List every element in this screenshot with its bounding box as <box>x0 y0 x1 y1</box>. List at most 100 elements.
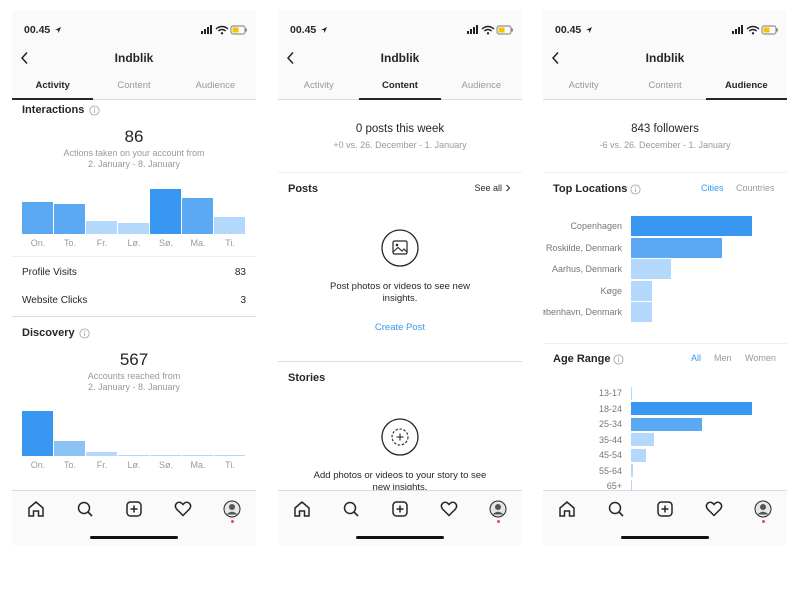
nav-home[interactable] <box>557 499 577 519</box>
bar-label: Ma. <box>190 238 206 248</box>
status-time: 00.45 <box>24 24 51 36</box>
nav-home[interactable] <box>292 499 312 519</box>
comparison: +0 vs. 26. December - 1. January <box>333 140 467 150</box>
tab[interactable]: Activity <box>35 80 70 91</box>
bar <box>214 216 245 234</box>
bar-label-clip: Køge <box>543 283 622 299</box>
bar-label-clip: 65+ <box>543 478 622 494</box>
caption: 2. January - 8. January <box>87 382 181 392</box>
bar-label: 55-64 <box>598 465 622 476</box>
back-button[interactable] <box>20 51 30 65</box>
section-heading: Discovery <box>22 327 75 339</box>
active-tab-indicator <box>12 98 94 100</box>
info-icon <box>630 184 641 195</box>
bar-label: Ti. <box>225 238 235 248</box>
bar <box>631 237 722 258</box>
bar <box>631 479 633 493</box>
back-button[interactable] <box>286 51 296 65</box>
bar-label: Køge <box>600 285 622 296</box>
bar <box>86 452 117 456</box>
total-value: 567 <box>119 350 149 369</box>
info-icon <box>89 105 100 116</box>
divider <box>543 172 787 173</box>
nav-profile[interactable] <box>488 499 508 519</box>
screen-title: Indblik <box>380 51 420 65</box>
bar <box>150 455 181 456</box>
nav-search[interactable] <box>606 499 626 519</box>
bar <box>182 197 213 234</box>
filter-option[interactable]: Women <box>745 353 776 363</box>
bar <box>631 302 652 322</box>
location-arrow <box>320 26 328 34</box>
divider <box>278 172 522 173</box>
nav-create[interactable] <box>390 499 410 519</box>
tab[interactable]: Audience <box>195 80 236 91</box>
nav-activity[interactable] <box>439 499 459 519</box>
bar <box>118 455 149 456</box>
info-icon <box>79 328 90 339</box>
section-heading: Posts <box>288 183 318 195</box>
tab[interactable]: Content <box>648 80 682 91</box>
divider <box>12 316 256 317</box>
see-all-link[interactable]: See all <box>474 183 502 193</box>
filter-option[interactable]: Men <box>714 353 732 363</box>
phone-screen: 00.45 Indblik Activity Content Audience 0 pos… <box>278 0 522 545</box>
notification-dot <box>230 520 234 523</box>
bar <box>22 411 53 456</box>
back-button[interactable] <box>551 51 561 65</box>
notification-dot <box>496 520 500 523</box>
status-time: 00.45 <box>555 24 582 36</box>
tab[interactable]: Content <box>117 80 151 91</box>
nav-home[interactable] <box>26 499 46 519</box>
stat-label: Profile Visits <box>22 267 77 278</box>
bar-label-clip: 55-64 <box>543 463 622 479</box>
header <box>12 10 256 99</box>
nav-create[interactable] <box>124 499 144 519</box>
bar-label: 13-17 <box>598 388 622 398</box>
bar-label: On. <box>30 238 46 248</box>
bar-label: Ti. <box>225 460 235 470</box>
filter-option[interactable]: All <box>691 353 702 363</box>
bar <box>631 259 671 279</box>
tab[interactable]: Audience <box>724 80 768 91</box>
nav-activity[interactable] <box>704 499 724 519</box>
bar-label: Lø. <box>127 238 141 248</box>
home-indicator <box>356 536 444 539</box>
bar-label: 45-54 <box>598 450 622 460</box>
tab[interactable]: Audience <box>461 80 502 91</box>
active-tab-indicator <box>359 98 441 100</box>
bar <box>54 204 85 234</box>
bar <box>631 464 634 477</box>
bar-label-clip: Copenhagen <box>543 218 622 234</box>
nav-profile[interactable] <box>753 499 773 519</box>
stat-value: 3 <box>240 295 246 306</box>
bar <box>214 455 245 456</box>
create-post-button[interactable]: Create Post <box>374 322 426 333</box>
nav-profile[interactable] <box>222 499 242 519</box>
empty-message: Post photos or videos to see new insight… <box>330 281 470 304</box>
home-indicator <box>90 536 178 539</box>
bar-label-clip: København, Denmark <box>543 304 622 320</box>
bar-label: Aarhus, Denmark <box>551 264 622 274</box>
info-icon <box>613 354 624 365</box>
divider <box>278 99 522 100</box>
status-time: 00.45 <box>290 24 317 36</box>
tab[interactable]: Activity <box>303 80 334 91</box>
bar <box>631 417 703 431</box>
tab[interactable]: Content <box>382 80 418 91</box>
bar-label: On. <box>30 460 46 470</box>
location-arrow <box>585 26 593 34</box>
phone-screen: 00.45 Indblik Activity Content Audience Inter… <box>12 0 256 545</box>
filter-option[interactable]: Countries <box>736 183 775 193</box>
filter-option[interactable]: Cities <box>701 183 724 193</box>
nav-search[interactable] <box>341 499 361 519</box>
nav-create[interactable] <box>655 499 675 519</box>
bar-label: Fr. <box>96 460 108 470</box>
nav-activity[interactable] <box>173 499 193 519</box>
tab[interactable]: Activity <box>568 80 599 91</box>
bar-label-clip: 45-54 <box>543 447 622 463</box>
divider <box>278 361 522 362</box>
nav-search[interactable] <box>75 499 95 519</box>
header <box>543 10 787 99</box>
divider <box>12 99 256 100</box>
